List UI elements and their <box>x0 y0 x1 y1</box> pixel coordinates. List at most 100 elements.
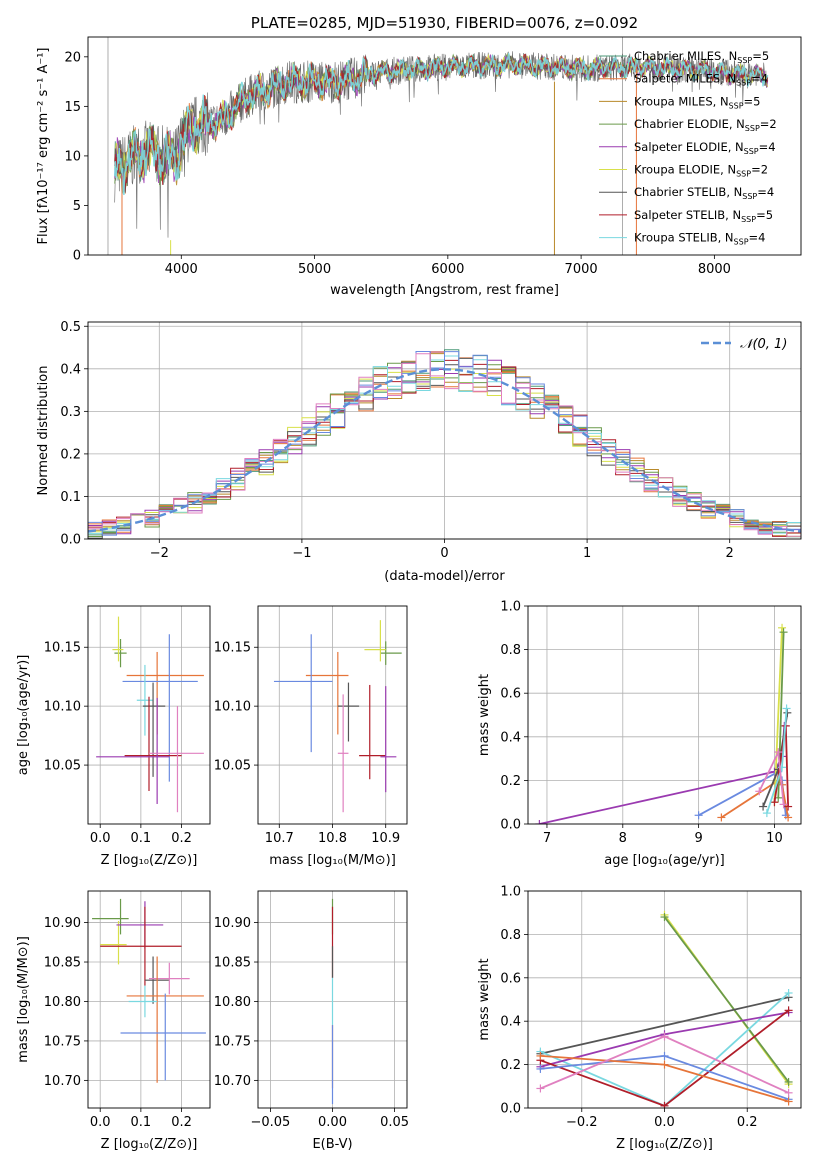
y-tick-label: 10.10 <box>44 700 81 715</box>
y-tick-label: 0.2 <box>500 1058 521 1073</box>
legend-entry: Kroupa MILES, NSSP=5 <box>634 94 760 110</box>
residuals-plot <box>88 349 801 539</box>
x-tick-label: 1 <box>583 546 591 561</box>
axes-frame <box>87 321 802 540</box>
x-tick-label: 6000 <box>431 262 464 277</box>
x-tick-label: 8 <box>619 831 627 846</box>
age_weight-axes: 7 8 9 10 0.0 0.2 0.4 0.6 0.8 1.0 <box>500 600 801 846</box>
legend-entry: Kroupa STELIB, NSSP=4 <box>634 231 765 247</box>
axes-frame <box>527 890 802 1109</box>
y-tick-label: 15 <box>64 100 81 115</box>
residuals-xlabel: (data-model)/error <box>384 569 505 584</box>
legend-entry: Chabrier MILES, NSSP=5 <box>634 49 769 65</box>
axes-frame <box>87 36 802 256</box>
spectrum-xlabel: wavelength [Angstrom, rest frame] <box>330 283 559 298</box>
z_weight-ylabel: mass weight <box>477 958 492 1040</box>
model-salpeter_stelib <box>114 53 769 192</box>
mass_age-axes: 10.7 10.8 10.9 10.05 10.10 10.15 <box>214 606 407 846</box>
x-tick-label: −0.05 <box>250 1115 290 1130</box>
y-tick-label: 0.4 <box>500 1015 521 1030</box>
legend-entry: Chabrier ELODIE, NSSP=2 <box>634 117 777 133</box>
z_mass-plot <box>92 898 206 1083</box>
ebv_mass-xlabel: E(B-V) <box>312 1137 352 1152</box>
y-tick-label: 0.6 <box>500 971 521 986</box>
y-tick-label: 10.90 <box>214 916 251 931</box>
y-tick-label: 10.70 <box>214 1074 251 1089</box>
y-tick-label: 10.70 <box>44 1074 81 1089</box>
y-tick-label: 0.4 <box>60 362 81 377</box>
y-tick-label: 10.05 <box>44 759 81 774</box>
y-tick-label: 10.85 <box>214 956 251 971</box>
z_age-xlabel: Z [log₁₀(Z/Z⊙)] <box>101 853 198 868</box>
spectrum-legend: Chabrier MILES, NSSP=5 Salpeter MILES, NS… <box>599 49 777 247</box>
y-tick-label: 10.75 <box>44 1034 81 1049</box>
x-tick-label: 0.0 <box>90 831 111 846</box>
spectrum-plot <box>107 37 769 255</box>
spectrum-title: PLATE=0285, MJD=51930, FIBERID=0076, z=0… <box>251 14 638 32</box>
y-tick-label: 0.2 <box>500 774 521 789</box>
x-tick-label: 2 <box>726 546 734 561</box>
x-tick-label: 0.1 <box>131 1115 152 1130</box>
x-tick-label: 10.8 <box>318 831 347 846</box>
y-tick-label: 10.85 <box>44 956 81 971</box>
axes-frame <box>87 605 211 825</box>
y-tick-label: 0.0 <box>500 1102 521 1117</box>
legend-entry: Salpeter STELIB, NSSP=5 <box>634 208 773 224</box>
y-tick-label: 10.05 <box>214 759 251 774</box>
weight-line-chabrier_elodie <box>663 916 790 1083</box>
axes-frame <box>257 890 408 1109</box>
legend-entry: Chabrier STELIB, NSSP=4 <box>634 185 774 201</box>
age_weight-plot <box>535 623 793 824</box>
weight-line-kroupa_elodie <box>773 627 783 803</box>
legend-entry: Salpeter ELODIE, NSSP=4 <box>634 140 776 156</box>
z_age-ylabel: age [log₁₀(age/yr)] <box>16 655 31 776</box>
y-tick-label: 0.8 <box>500 928 521 943</box>
x-tick-label: 0.2 <box>171 831 192 846</box>
y-tick-label: 0.3 <box>60 405 81 420</box>
axes-frame <box>87 890 211 1109</box>
legend-entry: Kroupa ELODIE, NSSP=2 <box>634 163 768 179</box>
x-tick-label: 0.2 <box>171 1115 192 1130</box>
y-tick-label: 20 <box>64 50 81 65</box>
z_mass-axes: 0.0 0.1 0.2 10.70 10.75 10.80 10.85 10.90 <box>44 891 210 1130</box>
x-tick-label: 5000 <box>298 262 331 277</box>
x-tick-label: 10.7 <box>265 831 294 846</box>
axes-frame <box>257 605 408 825</box>
y-tick-label: 0.4 <box>500 730 521 745</box>
y-tick-label: 0.1 <box>60 490 81 505</box>
normal-curve <box>88 368 801 533</box>
axes-frame <box>527 605 802 825</box>
x-tick-label: 7000 <box>565 262 598 277</box>
z_mass-xlabel: Z [log₁₀(Z/Z⊙)] <box>101 1137 198 1152</box>
z_mass-ylabel: mass [log₁₀(M/M⊙)] <box>16 936 31 1063</box>
histogram-pink_model <box>88 353 801 539</box>
mass_age-xlabel: mass [log₁₀(M/M⊙)] <box>269 853 396 868</box>
x-tick-label: 0.0 <box>90 1115 111 1130</box>
y-tick-label: 10.80 <box>214 995 251 1010</box>
weight-line-chabrier_stelib <box>540 996 789 1055</box>
y-tick-label: 0.6 <box>500 687 521 702</box>
spectrum-ylabel: Flux [fλ10⁻¹⁷ erg cm⁻² s⁻¹ A⁻¹] <box>36 48 51 245</box>
x-tick-label: 0.2 <box>737 1115 758 1130</box>
x-tick-label: 0.1 <box>131 831 152 846</box>
z_age-axes: 0.0 0.1 0.2 10.05 10.10 10.15 <box>44 606 210 846</box>
z_weight-axes: −0.2 0.0 0.2 0.0 0.2 0.4 0.6 0.8 1.0 <box>500 885 801 1130</box>
y-tick-label: 0.5 <box>60 320 81 335</box>
mass_age-plot <box>273 620 402 813</box>
weight-line-salpeter_elodie <box>539 725 786 824</box>
x-tick-label: 0.0 <box>654 1115 675 1130</box>
x-tick-label: 8000 <box>698 262 731 277</box>
residuals-ylabel: Normed distribution <box>36 366 51 496</box>
y-tick-label: 10.80 <box>44 995 81 1010</box>
weight-line-salpeter_miles <box>720 779 789 819</box>
y-tick-label: 10.90 <box>44 916 81 931</box>
x-tick-label: 4000 <box>165 262 198 277</box>
x-tick-label: 0 <box>440 546 448 561</box>
x-tick-label: −1 <box>292 546 311 561</box>
y-tick-label: 5 <box>73 199 81 214</box>
legend-entry: 𝒩(0, 1) <box>740 337 787 352</box>
age_weight-ylabel: mass weight <box>477 674 492 756</box>
age_weight-xlabel: age [log₁₀(age/yr)] <box>604 853 725 868</box>
x-tick-label: 7 <box>543 831 551 846</box>
